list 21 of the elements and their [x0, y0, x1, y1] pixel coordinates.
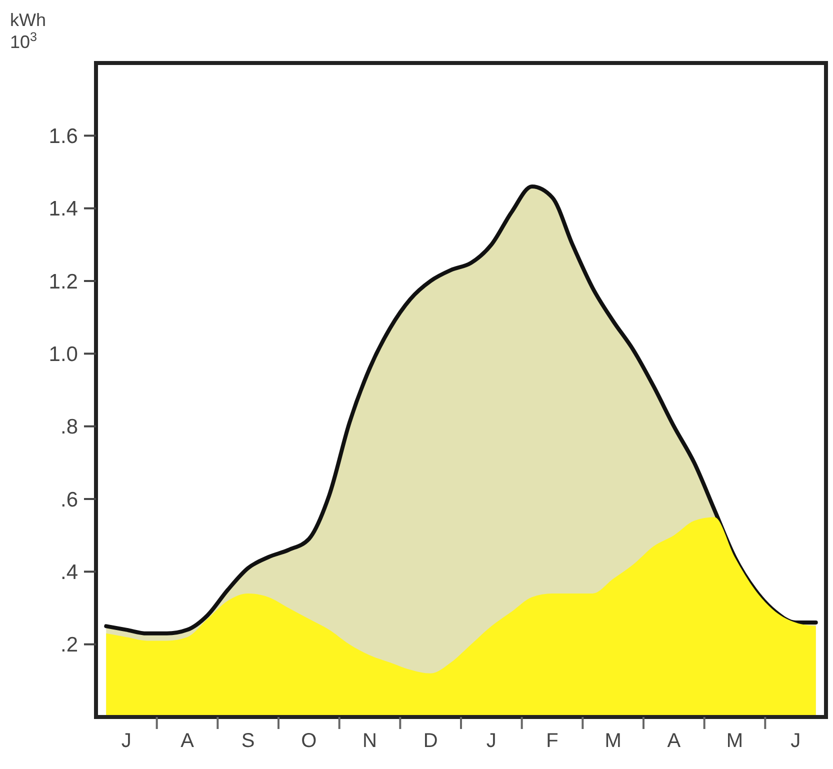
y-tick-label: 1.4 [48, 198, 78, 221]
y-tick-label: 1.6 [48, 125, 78, 148]
x-tick-label: J [486, 730, 496, 752]
x-tick-label: S [241, 730, 255, 752]
x-tick-label: J [790, 730, 801, 752]
y-tick-label: .6 [60, 488, 78, 512]
x-tick-label: O [301, 730, 317, 752]
y-tick-label: .2 [60, 634, 78, 657]
y-tick-label: .8 [60, 416, 78, 439]
x-tick-label: J [121, 730, 132, 752]
x-tick-label: A [180, 730, 195, 752]
y-tick-label: .4 [60, 561, 78, 584]
x-tick-label: M [604, 730, 622, 752]
x-tick-label: N [362, 730, 377, 752]
y-axis-title: kWh 10$^{3}$ [10, 10, 46, 52]
y-tick-label: 1.0 [48, 343, 78, 366]
x-tick-label: M [726, 730, 744, 752]
x-tick-label: F [546, 730, 558, 752]
y-tick-label: 1.2 [48, 270, 78, 294]
x-tick-label: A [667, 730, 682, 752]
x-tick-label: D [423, 730, 438, 752]
